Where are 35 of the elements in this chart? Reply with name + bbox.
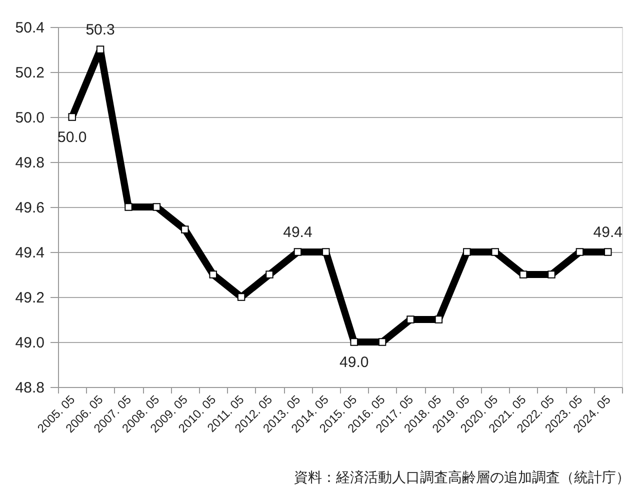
point xyxy=(237,293,246,301)
y-tick-label: 50.4 xyxy=(15,20,44,36)
point xyxy=(576,248,584,256)
point xyxy=(68,113,76,121)
data-label: 49.4 xyxy=(283,224,312,241)
y-tick-label: 48.8 xyxy=(15,380,44,396)
y-tick-label: 50.2 xyxy=(15,64,44,82)
point xyxy=(491,248,499,256)
y-tick-label: 49.4 xyxy=(15,244,44,262)
data-label: 49.0 xyxy=(340,354,369,371)
data-label: 50.0 xyxy=(58,129,87,146)
point xyxy=(124,203,132,211)
y-tick-label: 49.8 xyxy=(15,154,44,172)
point xyxy=(152,203,161,211)
point xyxy=(548,270,556,278)
y-tick-label: 49.2 xyxy=(15,290,44,306)
point xyxy=(406,316,414,324)
point xyxy=(322,248,330,256)
y-tick-label: 50.0 xyxy=(15,110,44,126)
data-label: 49.4 xyxy=(593,224,622,241)
point xyxy=(463,248,471,256)
point xyxy=(378,338,386,346)
point xyxy=(266,270,274,278)
y-tick-label: 49.6 xyxy=(15,200,44,216)
data-label: 50.3 xyxy=(86,22,115,38)
point xyxy=(209,270,217,278)
point xyxy=(96,46,104,54)
point xyxy=(181,226,189,234)
point xyxy=(519,270,528,278)
point xyxy=(434,316,443,324)
point xyxy=(294,248,302,256)
y-tick-label: 49.0 xyxy=(15,334,44,352)
text: 資料：経済活動人口調査高齢層の追加調査（統計庁） xyxy=(294,469,630,485)
point xyxy=(350,338,358,346)
point xyxy=(604,248,612,256)
